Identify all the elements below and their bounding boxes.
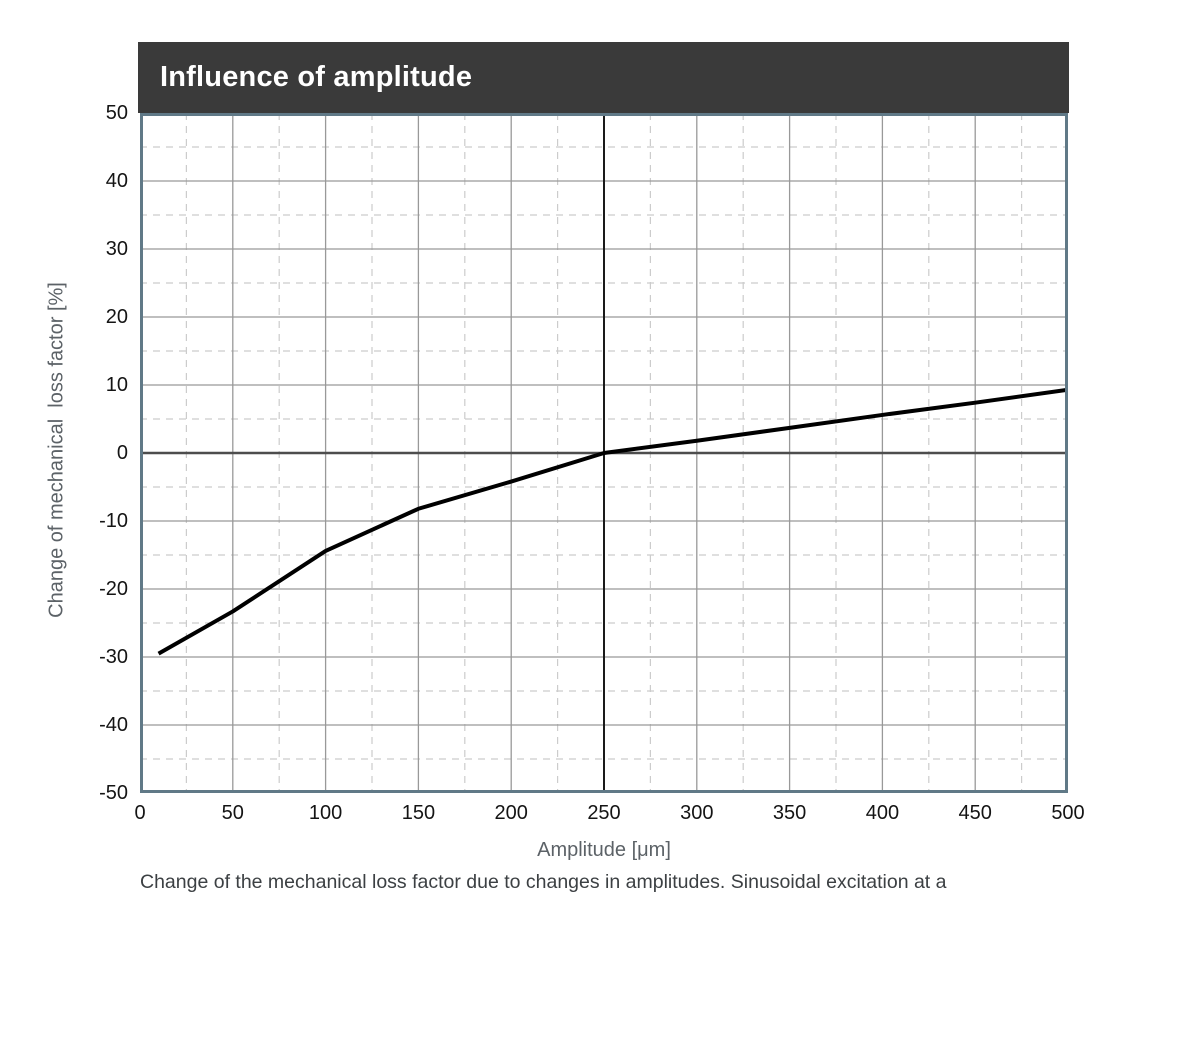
y-tick-label: 50 xyxy=(105,102,128,124)
series-line-change-of-mechanical-loss-factor xyxy=(157,387,1068,656)
y-tick-label: -40 xyxy=(99,714,128,736)
x-tick-label: 50 xyxy=(221,802,244,824)
y-tick-label: 0 xyxy=(116,442,128,464)
x-tick-label: 0 xyxy=(134,802,146,824)
y-tick-label: 20 xyxy=(105,306,128,328)
plot-area xyxy=(140,113,1068,793)
y-tick-label: 10 xyxy=(105,374,128,396)
x-tick-label: 350 xyxy=(772,802,807,824)
x-tick-label: 100 xyxy=(308,802,343,824)
y-tick-label: 30 xyxy=(105,238,128,260)
x-tick-label: 150 xyxy=(401,802,436,824)
chart-title: Influence of amplitude xyxy=(160,61,473,93)
y-tick-label: -10 xyxy=(99,510,128,532)
chart-header: Influence of amplitude xyxy=(138,42,1069,113)
y-tick-label: -20 xyxy=(99,578,128,600)
y-tick-label: -30 xyxy=(99,646,128,668)
y-tick-label: -50 xyxy=(99,782,128,804)
x-axis-title: Amplitude [μm] xyxy=(537,839,671,861)
x-tick-label: 450 xyxy=(958,802,992,824)
x-tick-label: 400 xyxy=(865,802,900,824)
figure-caption: Change of the mechanical loss factor due… xyxy=(140,871,947,893)
x-tick-label: 200 xyxy=(494,802,528,824)
y-axis-title: Change of mechanical loss factor [%] xyxy=(45,282,68,618)
y-tick-label: 40 xyxy=(105,170,128,192)
x-tick-label: 300 xyxy=(680,802,714,824)
x-tick-label: 250 xyxy=(587,802,621,824)
x-tick-label: 500 xyxy=(1051,802,1085,824)
chart-canvas xyxy=(140,113,1068,793)
plot-frame xyxy=(140,113,1068,793)
